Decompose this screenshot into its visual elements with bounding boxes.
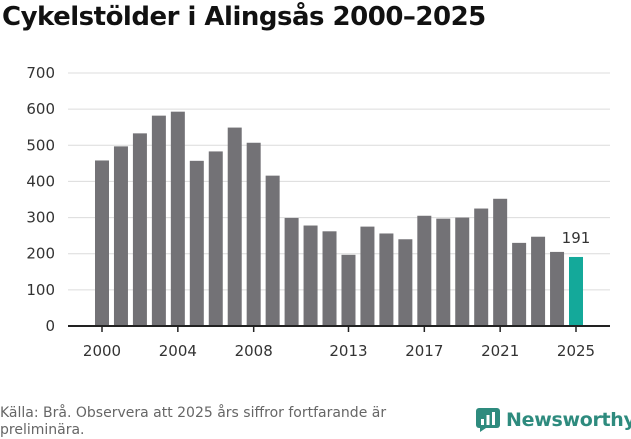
bar-2008 [246,142,261,326]
bars [95,111,583,327]
y-tick-label: 400 [26,172,55,190]
bar-2003 [151,115,166,326]
x-tick-label: 2004 [159,342,197,360]
bar-2000 [95,160,109,326]
bar-2002 [132,133,147,326]
gridlines [68,72,610,291]
bar-2001 [113,146,128,326]
x-tick-label: 2017 [405,342,443,360]
bar-2022 [512,242,527,326]
y-tick-label: 200 [26,245,55,263]
y-tick-label: 700 [26,64,55,82]
x-tick-label: 2021 [481,342,519,360]
bar-2023 [531,236,546,326]
bar-2011 [303,225,318,326]
bar-2020 [474,208,489,326]
bar-2014 [360,226,375,326]
x-axis: 2000 2004 2008 2013 2017 2021 2025 [68,325,610,360]
y-tick-label: 0 [45,317,55,335]
newsworthy-logo-icon [476,408,500,432]
bar-2005 [189,160,204,326]
bar-2015 [379,233,394,326]
x-tick-label: 2025 [557,342,595,360]
chart-title: Cykelstölder i Alingsås 2000–2025 [2,2,486,32]
bar-2024 [550,251,565,326]
y-tick-label: 600 [26,100,55,118]
bar-2006 [208,151,223,326]
bar-2019 [455,217,470,326]
bar-2009 [265,175,280,326]
x-tick-label: 2008 [235,342,273,360]
y-tick-label: 100 [26,281,55,299]
bar-2012 [322,231,337,326]
y-axis-ticks: 0 100 200 300 400 500 600 700 [26,64,55,335]
x-tick-label: 2013 [329,342,367,360]
source-note: Källa: Brå. Observera att 2025 års siffr… [0,405,387,438]
bar-2004 [170,111,185,327]
bar-2016 [398,239,413,326]
y-tick-label: 300 [26,209,55,227]
newsworthy-logo: Newsworthy [476,408,631,432]
bar-2007 [227,127,242,326]
bar-2018 [436,218,451,326]
bar-2025 [569,256,583,326]
bar-2021 [493,198,508,326]
data-label-2025: 191 [562,229,591,247]
bar-2013 [341,254,356,326]
x-tick-label: 2000 [83,342,121,360]
bar-2017 [417,215,432,326]
newsworthy-logo-text: Newsworthy [506,409,631,431]
y-tick-label: 500 [26,136,55,154]
bar-2010 [284,217,299,326]
data-labels: 191 [562,229,591,247]
